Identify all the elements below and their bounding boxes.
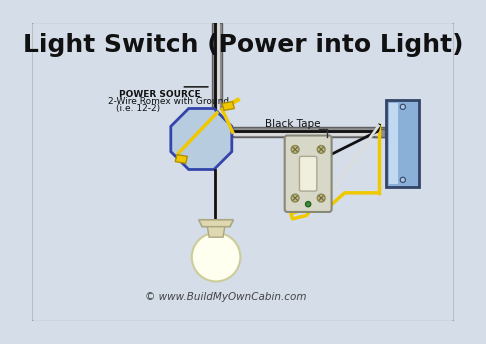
- Circle shape: [400, 104, 405, 109]
- Text: © www.BuildMyOwnCabin.com: © www.BuildMyOwnCabin.com: [145, 292, 306, 302]
- Circle shape: [400, 177, 405, 182]
- Text: (i.e. 12-2): (i.e. 12-2): [116, 104, 160, 113]
- Text: Light Switch (Power into Light): Light Switch (Power into Light): [23, 33, 463, 57]
- Circle shape: [291, 194, 299, 202]
- Polygon shape: [222, 101, 234, 110]
- Circle shape: [192, 233, 241, 281]
- Polygon shape: [208, 227, 225, 237]
- Polygon shape: [175, 154, 188, 163]
- Circle shape: [306, 202, 311, 207]
- Bar: [374, 129, 384, 137]
- FancyBboxPatch shape: [299, 157, 317, 191]
- FancyBboxPatch shape: [31, 22, 455, 322]
- Polygon shape: [199, 220, 233, 227]
- FancyBboxPatch shape: [386, 100, 419, 187]
- Circle shape: [317, 194, 325, 202]
- Circle shape: [291, 146, 299, 153]
- Text: POWER SOURCE: POWER SOURCE: [119, 90, 200, 99]
- Circle shape: [317, 146, 325, 153]
- FancyBboxPatch shape: [285, 136, 331, 212]
- Text: 2-Wire Romex with Ground: 2-Wire Romex with Ground: [108, 97, 229, 106]
- Bar: [389, 103, 398, 184]
- Bar: [212, 23, 222, 109]
- Text: Black Tape: Black Tape: [265, 119, 320, 129]
- Polygon shape: [171, 108, 232, 170]
- Bar: [233, 127, 384, 137]
